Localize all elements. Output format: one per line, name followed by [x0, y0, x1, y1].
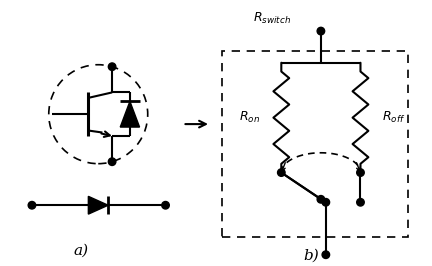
Circle shape: [357, 169, 364, 176]
Circle shape: [108, 63, 116, 70]
Polygon shape: [89, 196, 108, 214]
Circle shape: [322, 198, 330, 206]
Text: b): b): [303, 249, 319, 263]
Text: $R_{on}$: $R_{on}$: [238, 110, 260, 125]
Polygon shape: [120, 101, 140, 127]
Circle shape: [28, 201, 36, 209]
Circle shape: [108, 158, 116, 165]
Circle shape: [162, 201, 169, 209]
Text: a): a): [74, 244, 89, 258]
Circle shape: [322, 251, 330, 259]
Circle shape: [277, 169, 285, 176]
Circle shape: [317, 196, 325, 203]
Text: $R_{switch}$: $R_{switch}$: [253, 11, 291, 26]
Text: $R_{off}$: $R_{off}$: [382, 110, 406, 125]
Circle shape: [357, 198, 364, 206]
Circle shape: [317, 27, 325, 35]
